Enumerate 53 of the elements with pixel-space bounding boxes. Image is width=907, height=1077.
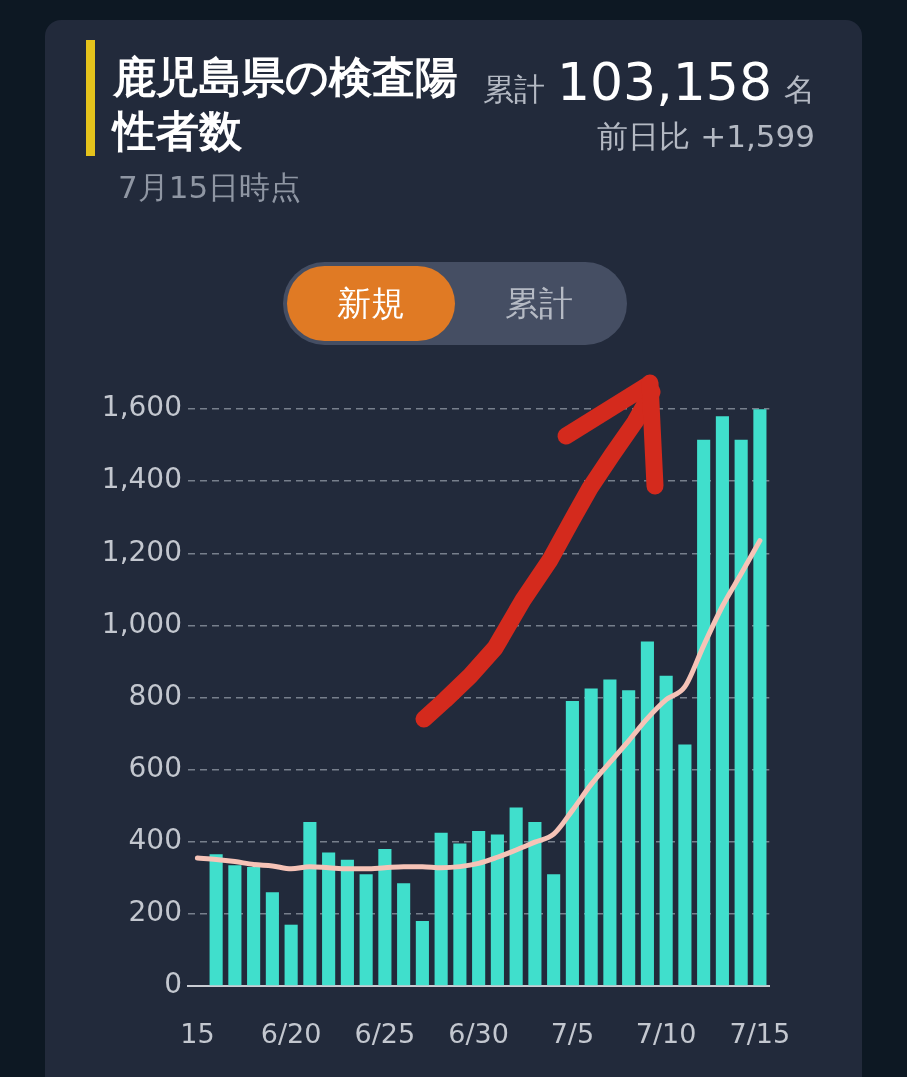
x-tick-label: 6/20 [260, 1018, 322, 1050]
bar [434, 832, 448, 986]
text: 累計 [482, 70, 545, 109]
bar [622, 690, 636, 986]
x-tick-label: 6/30 [448, 1018, 509, 1050]
bar [565, 701, 579, 986]
bar [228, 865, 242, 986]
bar [547, 874, 561, 986]
bar [753, 409, 767, 986]
bar [209, 854, 223, 986]
text: 103,158 [556, 52, 772, 112]
y-tick-label: 1,200 [101, 534, 182, 568]
bar [322, 852, 336, 986]
bar [472, 830, 486, 986]
bar [359, 874, 373, 986]
x-tick-label: 7/5 [550, 1018, 595, 1050]
bar [697, 439, 711, 986]
bar [453, 843, 467, 986]
bar [715, 416, 729, 986]
chart-title: 鹿児島県の検査陽性者数 [113, 52, 458, 156]
y-tick-label: 0 [164, 967, 182, 1001]
x-tick-label: 6/25 [354, 1018, 416, 1050]
bar [640, 641, 654, 986]
y-tick-label: 800 [128, 678, 182, 712]
text: 前日比 +1,599 [597, 118, 815, 155]
bar [659, 675, 673, 986]
bar [603, 679, 617, 986]
y-tick-label: 400 [128, 823, 182, 857]
bar [678, 744, 692, 986]
bar [378, 848, 392, 986]
bar [303, 821, 317, 986]
y-tick-label: 1,400 [101, 462, 182, 496]
bar [584, 688, 598, 986]
bar [734, 439, 748, 986]
bar [490, 834, 504, 986]
x-tick-label: 7/10 [635, 1018, 697, 1050]
bar [340, 859, 354, 986]
bar [528, 821, 542, 986]
segmented-toggle: 新規 累計 [283, 262, 627, 345]
bar [284, 924, 298, 986]
bar [265, 892, 279, 986]
bar [415, 921, 429, 986]
y-tick-label: 1,000 [101, 606, 182, 640]
x-tick-label: 7/15 [729, 1018, 791, 1050]
chart-subtitle: 7月15日時点 [118, 169, 302, 206]
bar [397, 883, 411, 986]
y-tick-label: 200 [128, 895, 182, 929]
y-tick-label: 600 [128, 750, 182, 784]
bar [509, 807, 523, 986]
x-tick-label: 15 [180, 1018, 215, 1050]
y-tick-label: 1,600 [101, 390, 182, 424]
bar [247, 866, 261, 986]
text: 名 [784, 70, 815, 109]
